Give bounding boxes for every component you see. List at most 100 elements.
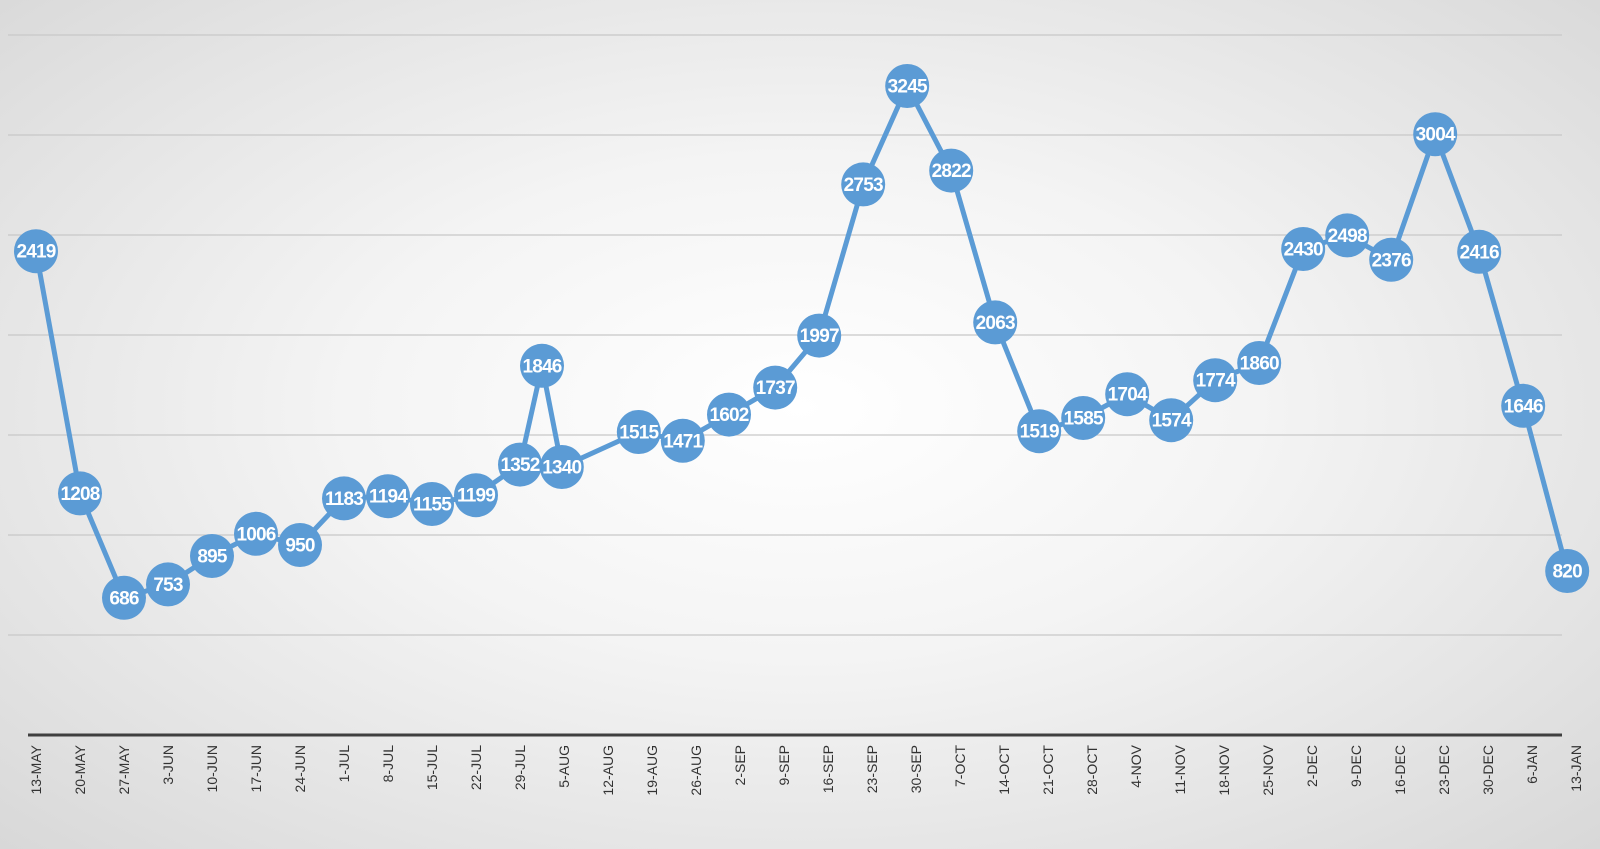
data-point: [1325, 213, 1370, 258]
data-label: 1737: [756, 378, 795, 399]
data-point: [410, 482, 454, 526]
x-tick-label: 5-AUG: [556, 745, 572, 788]
x-tick-label: 7-OCT: [952, 745, 968, 787]
data-point: [146, 562, 190, 607]
x-tick-label: 4-NOV: [1128, 744, 1144, 787]
x-tick-label: 13-JAN: [1568, 745, 1584, 792]
data-label: 753: [153, 575, 183, 596]
data-label: 895: [197, 547, 228, 568]
data-label: 1602: [709, 405, 748, 426]
data-label: 686: [109, 588, 139, 609]
data-label: 950: [285, 536, 315, 557]
data-label: 1515: [619, 423, 659, 444]
data-point: [1545, 549, 1590, 593]
x-tick-label: 16-DEC: [1392, 745, 1408, 795]
data-point: [520, 343, 564, 388]
data-point: [498, 442, 542, 487]
data-point: [753, 365, 798, 410]
x-tick-label: 25-NOV: [1260, 744, 1276, 795]
data-label: 2753: [844, 175, 883, 196]
data-point: [102, 575, 146, 620]
x-tick-label: 1-JUL: [336, 745, 352, 783]
x-tick-label: 2-DEC: [1304, 745, 1320, 787]
x-tick-label: 24-JUN: [292, 745, 308, 792]
data-label: 1208: [60, 484, 99, 505]
x-tick-label: 3-JUN: [160, 745, 176, 785]
data-point: [797, 313, 842, 358]
data-label: 820: [1553, 562, 1583, 583]
data-label: 2416: [1460, 242, 1499, 263]
x-tick-label: 13-MAY: [28, 744, 44, 794]
x-tick-label: 22-JUL: [468, 745, 484, 790]
data-label: 1183: [325, 489, 363, 510]
data-label: 3004: [1416, 125, 1456, 146]
data-label: 1471: [663, 431, 703, 452]
x-tick-label: 30-DEC: [1480, 745, 1496, 795]
data-point: [1457, 229, 1502, 274]
data-point: [454, 473, 498, 518]
data-label: 1352: [500, 455, 539, 476]
data-label: 1574: [1152, 411, 1192, 432]
data-labels: 2419 1208 686 753 895 1006 950 1183 1194 1155 1199…: [16, 77, 1582, 610]
data-label: 1199: [457, 486, 495, 507]
x-tick-label: 10-JUN: [204, 745, 220, 792]
data-label: 1194: [369, 487, 408, 508]
data-point: [973, 300, 1018, 345]
data-point: [539, 445, 584, 489]
data-point: [190, 534, 234, 578]
x-tick-label: 20-MAY: [72, 744, 88, 794]
x-tick-label: 28-OCT: [1084, 745, 1100, 795]
x-tick-label: 11-NOV: [1172, 744, 1188, 794]
x-tick-label: 16-SEP: [820, 745, 836, 793]
x-tick-label: 29-JUL: [512, 745, 528, 790]
data-point: [841, 162, 886, 207]
data-label: 1340: [542, 458, 581, 479]
data-point: [322, 476, 366, 521]
data-point: [278, 523, 322, 567]
x-tick-label: 8-JUL: [380, 745, 396, 783]
data-label: 1006: [236, 524, 275, 545]
x-tick-label: 21-OCT: [1040, 745, 1056, 795]
data-point: [1061, 396, 1106, 440]
x-tick-label: 26-AUG: [688, 745, 704, 796]
data-point: [707, 392, 751, 437]
x-tick-label: 6-JAN: [1524, 745, 1540, 784]
data-label: 2419: [16, 242, 55, 263]
x-tick-label: 18-NOV: [1216, 744, 1232, 795]
data-label: 1704: [1108, 385, 1148, 406]
data-point: [14, 229, 58, 274]
x-tick-label: 30-SEP: [908, 745, 924, 793]
data-label: 2063: [976, 313, 1015, 334]
data-label: 1646: [1504, 396, 1543, 417]
data-label: 1774: [1196, 371, 1236, 392]
data-point: [616, 410, 661, 454]
data-point: [1237, 341, 1282, 385]
data-point: [234, 511, 278, 556]
data-label: 3245: [888, 77, 928, 98]
data-label: 2376: [1372, 250, 1411, 271]
x-tick-label: 23-SEP: [864, 745, 880, 793]
data-point: [929, 148, 974, 193]
data-point: [885, 64, 930, 108]
data-point: [1413, 112, 1458, 157]
x-tick-label: 9-DEC: [1348, 745, 1364, 787]
data-label: 2822: [932, 161, 971, 182]
data-point: [1149, 398, 1194, 443]
data-point: [1193, 358, 1238, 403]
data-point: [1105, 372, 1150, 417]
data-point: [660, 418, 705, 463]
x-tick-label: 27-MAY: [116, 744, 132, 794]
x-tick-label: 9-SEP: [776, 745, 792, 785]
x-tick-label: 12-AUG: [600, 745, 616, 796]
data-label: 1585: [1064, 409, 1104, 430]
x-tick-label: 14-OCT: [996, 745, 1012, 795]
data-point: [58, 471, 102, 516]
data-label: 1846: [522, 356, 561, 377]
x-tick-label: 2-SEP: [732, 745, 748, 785]
data-point: [1369, 237, 1414, 282]
x-tick-label: 15-JUL: [424, 745, 440, 790]
x-tick-label: 19-AUG: [644, 745, 660, 796]
data-label: 1519: [1020, 422, 1059, 443]
data-label: 2498: [1328, 226, 1367, 247]
